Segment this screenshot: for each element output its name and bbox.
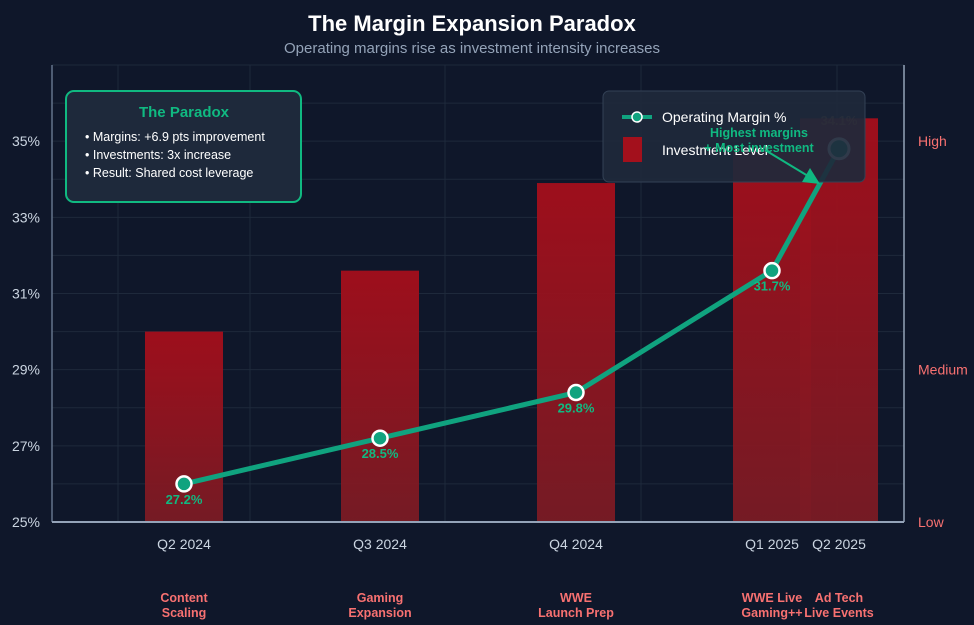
x-tick-label: Q2 2025	[812, 536, 866, 552]
chart-title: The Margin Expansion Paradox	[308, 11, 636, 36]
margin-point	[175, 475, 193, 493]
legend-label-margin: Operating Margin %	[662, 109, 787, 125]
margin-data-label: 28.5%	[362, 446, 399, 461]
legend: Operating Margin % Investment Level	[602, 90, 866, 183]
y2-tick-label: High	[918, 133, 947, 149]
category-note: Expansion	[348, 606, 411, 620]
callout-line: • Result: Shared cost leverage	[85, 166, 253, 180]
chart-subtitle: Operating margins rise as investment int…	[284, 40, 660, 57]
x-tick-label: Q3 2024	[353, 536, 407, 552]
y-tick-label: 29%	[12, 362, 40, 378]
callout-line: • Margins: +6.9 pts improvement	[85, 130, 265, 144]
annotation-arrow-line	[764, 149, 809, 177]
investment-bar	[537, 183, 615, 522]
investment-bar	[341, 270, 419, 522]
margin-data-label: 27.2%	[166, 492, 203, 507]
callout-box	[65, 90, 302, 203]
callout-title: The Paradox	[139, 104, 230, 121]
x-tick-label: Q2 2024	[157, 536, 211, 552]
category-note: Launch Prep	[538, 606, 614, 620]
annotation: Highest margins + Most investment	[704, 126, 820, 184]
category-note: Ad Tech	[815, 591, 863, 605]
category-note: Live Events	[804, 606, 874, 620]
callout-line: • Investments: 3x increase	[85, 148, 231, 162]
y-tick-label: 27%	[12, 438, 40, 454]
y-tick-label: 33%	[12, 209, 40, 225]
margin-point	[763, 261, 781, 280]
labels: 25% 27% 29% 31% 33% 35% Low Medium High Q2 2024 Co…	[12, 133, 968, 620]
annotation-line: + Most investment	[704, 141, 814, 155]
category-note: WWE	[560, 591, 592, 605]
legend-bar-swatch	[623, 137, 642, 162]
category-note: Content	[160, 591, 208, 605]
y-tick-label: 31%	[12, 286, 40, 302]
paradox-callout: The Paradox • Margins: +6.9 pts improvem…	[65, 90, 302, 203]
margin-data-label: 31.7%	[754, 279, 791, 294]
legend-box	[602, 90, 866, 183]
y2-tick-label: Low	[918, 514, 945, 530]
y-tick-label: 35%	[12, 133, 40, 149]
legend-label-investment: Investment Level	[662, 142, 768, 158]
annotation-line: Highest margins	[710, 126, 808, 140]
margin-point	[567, 383, 585, 402]
x-tick-label: Q1 2025	[745, 536, 799, 552]
x-tick-label: Q4 2024	[549, 536, 603, 552]
category-note: WWE Live	[742, 591, 802, 605]
category-note: Scaling	[162, 606, 206, 620]
axes	[51, 65, 905, 523]
legend-marker-swatch	[631, 111, 643, 123]
annotation-arrow-head	[802, 168, 820, 184]
investment-bar	[733, 148, 811, 523]
category-note: Gaming++	[741, 606, 802, 620]
margin-point	[371, 429, 389, 447]
category-note: Gaming	[357, 591, 404, 605]
y-tick-label: 25%	[12, 514, 40, 530]
margin-data-label: 29.8%	[558, 401, 595, 416]
investment-bar	[800, 118, 878, 523]
y2-tick-label: Medium	[918, 362, 968, 378]
